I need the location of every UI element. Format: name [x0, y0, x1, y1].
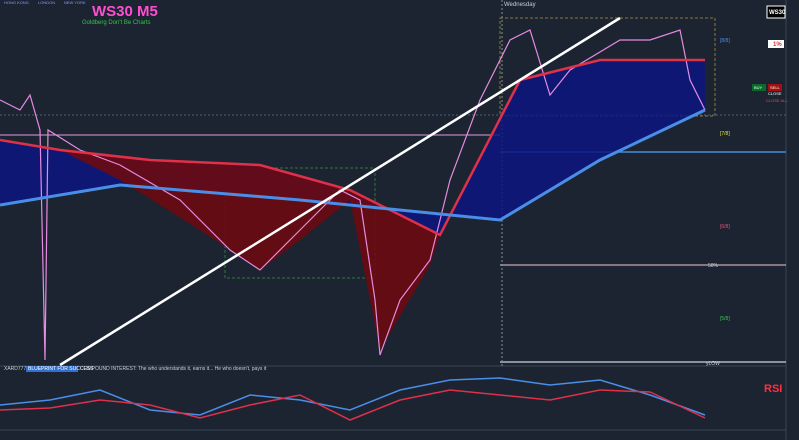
sell-box[interactable]	[768, 84, 782, 91]
footer-brand: XARD777	[4, 366, 26, 372]
panel-box	[766, 5, 786, 19]
symbol-title: WS30 M5	[92, 3, 158, 20]
session: NEW YORK	[64, 0, 86, 5]
rsi-line	[0, 377, 706, 416]
price-line	[0, 29, 706, 361]
session: HONG KONG	[4, 0, 29, 5]
blue-ma	[0, 108, 706, 222]
footer-tag-box	[26, 366, 78, 372]
buy-button[interactable]: BUY	[754, 85, 763, 90]
risk-box[interactable]	[768, 40, 784, 48]
footer-tag: BLUEPRINT FOR SUCCESS	[28, 366, 94, 372]
red-cloud	[60, 150, 440, 350]
level-label: [5/8]	[720, 316, 730, 322]
level-label: 50%	[708, 263, 719, 269]
close-all-button[interactable]: CLOSE ALL	[766, 98, 788, 103]
level-label: [8/8]	[720, 38, 730, 44]
blue-cloud	[0, 60, 705, 235]
close-button[interactable]: CLOSE	[768, 91, 782, 96]
level-label: [7/8]	[720, 131, 730, 137]
trendline	[59, 16, 621, 367]
sell-button[interactable]: SELL	[770, 85, 781, 90]
panel-symbol: WS30	[769, 10, 786, 16]
level-label: yLOW	[706, 361, 720, 367]
session: LONDON	[38, 0, 55, 5]
rsi-signal	[0, 389, 706, 421]
footer-message: COMPOUND INTEREST: The who understands i…	[80, 366, 267, 372]
risk-button[interactable]: 1%	[773, 42, 782, 48]
subtitle: Goldberg Don't Be Charts	[82, 20, 151, 26]
day-label: Wednesday	[504, 2, 536, 8]
buy-box[interactable]	[752, 84, 766, 91]
red-ma	[0, 58, 705, 237]
rsi-label: RSI	[764, 383, 782, 395]
level-label: [6/8]	[720, 224, 730, 230]
